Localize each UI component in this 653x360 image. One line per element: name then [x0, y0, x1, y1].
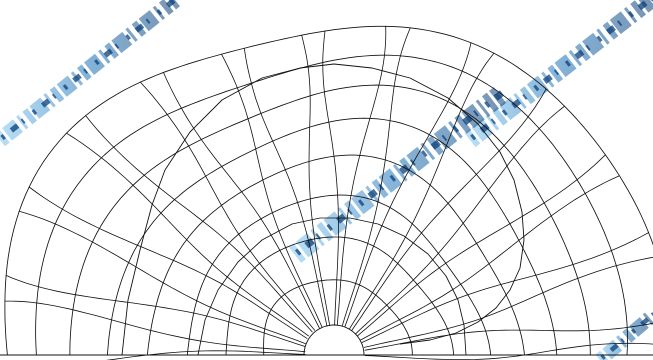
radial-spoke — [363, 256, 653, 348]
radial-spoke — [85, 115, 313, 333]
radial-spoke — [163, 72, 320, 329]
radial-spoke — [5, 275, 306, 347]
concentric-ring — [4, 25, 653, 356]
radial-spoke — [355, 105, 565, 335]
concentric-ring — [186, 194, 492, 356]
inner-dome-curve — [197, 217, 467, 356]
watermark-accent-streak — [0, 0, 179, 141]
radial-spoke — [360, 175, 620, 341]
radial-spoke — [28, 186, 308, 339]
radial-spoke — [349, 52, 495, 330]
concentric-ring — [263, 279, 413, 356]
concentric-ring — [69, 84, 591, 356]
outer-dome-curve — [121, 63, 525, 356]
concentric-ring — [146, 154, 525, 356]
radial-spoke — [361, 232, 649, 343]
concentric-ring — [35, 54, 628, 356]
watermark-streak — [0, 0, 180, 147]
radial-spoke — [357, 154, 606, 337]
radial-spoke — [18, 210, 306, 344]
watermark-accent-streak — [294, 90, 505, 256]
radial-spoke — [243, 47, 328, 327]
radial-spoke — [66, 132, 309, 337]
watermark-accent-streak — [600, 311, 653, 360]
concentric-rings — [4, 25, 653, 356]
radial-spoke — [322, 30, 339, 326]
radial-spoke — [341, 27, 411, 327]
radial-spoke — [364, 322, 653, 351]
concentric-ring — [106, 117, 558, 356]
inner-semicircle — [303, 324, 365, 356]
radial-spoke — [336, 25, 387, 326]
radial-spoke — [351, 88, 547, 331]
radial-spoke — [301, 34, 331, 327]
concentric-ring — [225, 236, 455, 356]
radial-spoke — [140, 81, 316, 331]
radial-spokes — [4, 25, 653, 360]
radial-spoke — [221, 53, 323, 328]
radial-spoke — [106, 350, 306, 360]
radial-spoke — [344, 42, 472, 328]
inner-dome-curve — [121, 63, 525, 356]
radial-spoke — [4, 300, 306, 353]
watermark-streak — [464, 0, 653, 148]
inner-boundary-ring — [303, 324, 365, 356]
radial-spoke — [364, 342, 653, 360]
